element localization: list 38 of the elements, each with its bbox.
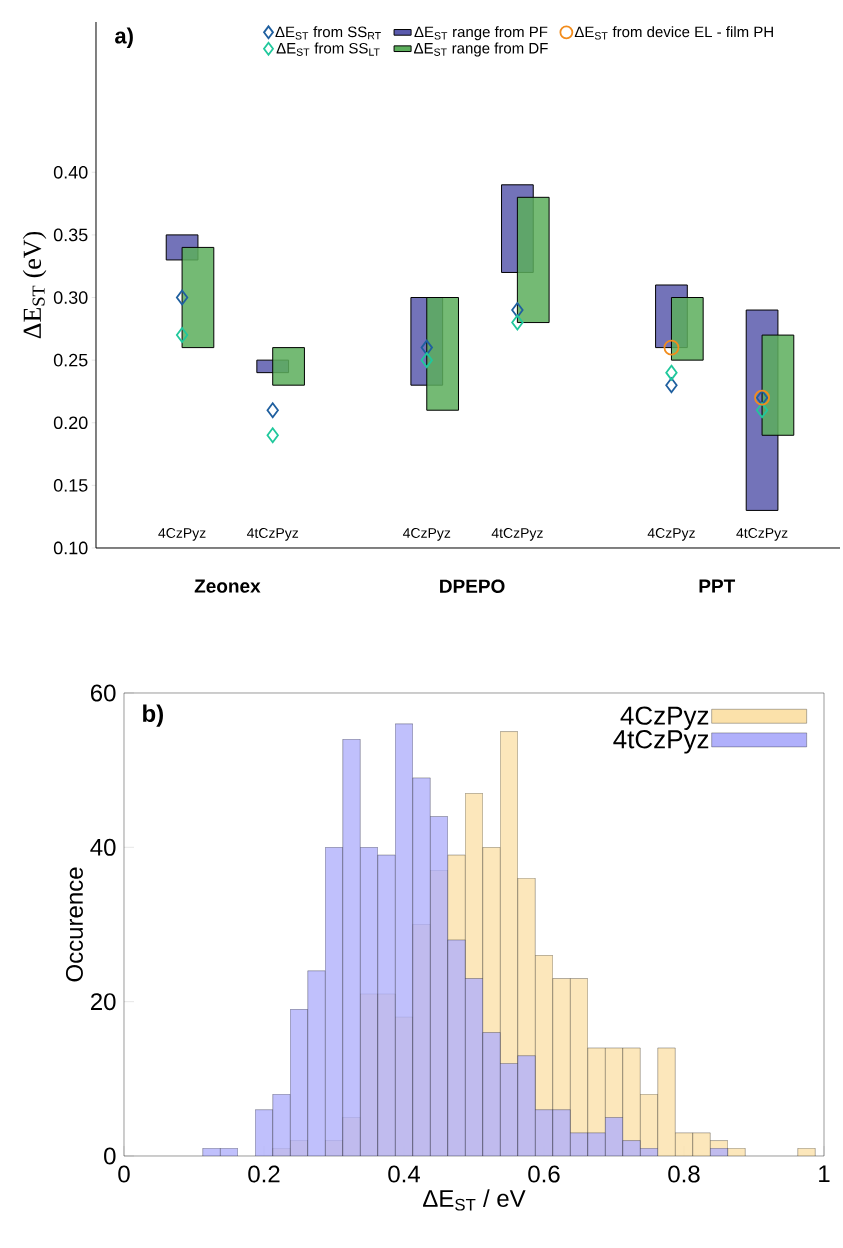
y-tick-label: 0.40 (53, 165, 88, 179)
chart-title: a) (115, 27, 133, 48)
y-tick-label: 60 (91, 684, 116, 702)
legend-label: ΔE$_{ST}$ from device EL - film PH (574, 26, 773, 40)
x-tick-label: 0 (118, 1165, 130, 1183)
x-tick-label: 4CzPyz (158, 528, 206, 541)
y-axis-title: ΔE$_{ST}$ (eV) (22, 231, 47, 339)
y-axis-title: Occurence (65, 867, 83, 982)
x-axis-title: ΔE$_{ST}$ / eV (423, 1189, 526, 1211)
chart-title: b) (143, 704, 163, 727)
x-tick-label: 4tCzPyz (736, 528, 788, 541)
text: DPEPO (440, 579, 505, 593)
y-tick-label: 0.25 (53, 353, 88, 367)
x-tick-label: 4CzPyz (402, 528, 451, 541)
x-tick-label: 0.8 (668, 1165, 700, 1183)
y-tick-label: 0.20 (53, 416, 88, 430)
x-tick-label: 1 (819, 1165, 830, 1183)
y-tick-label: 0.30 (53, 291, 88, 304)
x-tick-label: 4tCzPyz (246, 528, 299, 541)
x-tick-label: 0.6 (528, 1165, 560, 1183)
legend-label: ΔE$_{ST}$ range from PF (414, 26, 548, 41)
legend-label: ΔE$_{ST}$ range from DF (414, 42, 548, 57)
x-tick-label: 4CzPyz (647, 528, 695, 541)
y-tick-label: 40 (90, 838, 116, 856)
x-tick-label: 0.2 (248, 1165, 280, 1183)
y-tick-label: 0.35 (53, 228, 88, 242)
legend-label: 4tCzPyz (613, 730, 709, 754)
text: PPT (699, 579, 736, 593)
x-tick-label: 4tCzPyz (491, 528, 543, 541)
y-tick-label: 0.15 (53, 479, 88, 492)
legend-label: ΔE$_{ST}$ from SS$_{RT}$ (275, 26, 381, 40)
y-tick-label: 0 (104, 1147, 116, 1165)
text: Zeonex (194, 579, 261, 593)
y-tick-label: 0.10 (53, 541, 88, 555)
legend-label: 4CzPyz (620, 706, 709, 730)
y-tick-label: 20 (90, 993, 116, 1011)
legend-label: ΔE$_{ST}$ from SS$_{LT}$ (276, 42, 380, 56)
x-tick-label: 0.4 (388, 1165, 420, 1183)
